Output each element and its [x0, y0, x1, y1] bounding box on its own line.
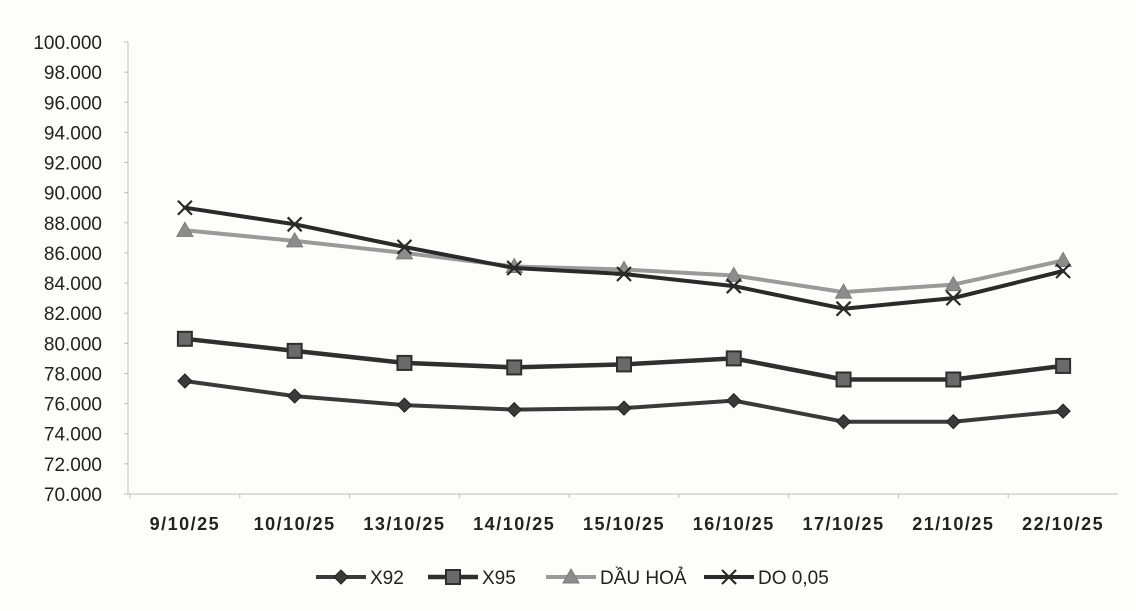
data-point: [944, 275, 963, 292]
x-tick-label: 13/10/25: [363, 514, 445, 534]
legend-label: X92: [370, 568, 404, 589]
data-point: [506, 401, 522, 418]
y-tick-label: 70.000: [44, 485, 102, 506]
data-point: [396, 354, 413, 371]
legend-label: X95: [482, 568, 516, 589]
legend-item: X95: [428, 568, 516, 589]
data-point: [616, 266, 632, 282]
y-tick-label: 86.000: [44, 244, 102, 265]
data-point: [616, 400, 632, 416]
series-square: [176, 330, 1072, 388]
y-tick-label: 74.000: [44, 425, 102, 446]
x-tick-label: 15/10/25: [583, 514, 665, 534]
data-point: [945, 371, 962, 388]
y-tick-label: 72.000: [44, 455, 102, 476]
data-point: [506, 359, 523, 376]
x-tick-label: 14/10/25: [473, 514, 555, 534]
data-point: [506, 260, 523, 276]
data-point: [835, 413, 852, 430]
x-tick-label: 9/10/25: [150, 514, 221, 534]
x-tick-label: 16/10/25: [693, 514, 775, 534]
legend-label: DO 0,05: [758, 568, 829, 589]
data-point: [286, 388, 303, 404]
data-point: [285, 231, 304, 248]
y-tick-label: 98.000: [44, 63, 102, 84]
y-tick-label: 90.000: [44, 184, 102, 205]
x-tick-label: 17/10/25: [803, 514, 885, 534]
data-point: [1055, 357, 1072, 374]
y-tick-label: 92.000: [44, 154, 102, 175]
series-x: [177, 199, 1071, 317]
data-point: [725, 278, 742, 294]
data-point: [945, 290, 962, 306]
legend-item: X92: [316, 568, 404, 589]
y-tick-label: 94.000: [44, 123, 102, 144]
legend-marker: [721, 569, 737, 585]
data-point: [176, 221, 194, 237]
x-tick-label: 10/10/25: [254, 514, 336, 534]
y-tick-label: 96.000: [44, 93, 102, 114]
y-tick-label: 82.000: [44, 304, 102, 325]
data-point: [1054, 251, 1072, 267]
data-point: [177, 199, 193, 216]
data-point: [616, 356, 632, 373]
data-point: [726, 392, 742, 409]
data-point: [286, 342, 303, 359]
data-point: [725, 350, 742, 367]
series-triangle: [176, 221, 1072, 299]
y-tick-label: 78.000: [44, 364, 102, 385]
legend-item: DẦU HOẢ: [546, 567, 687, 589]
data-point: [1055, 403, 1071, 419]
series-line: [182, 205, 1066, 311]
y-tick-label: 76.000: [44, 395, 102, 416]
data-point: [835, 300, 852, 317]
y-tick-label: 84.000: [44, 274, 102, 295]
y-tick-label: 80.000: [44, 334, 102, 355]
data-point: [834, 283, 853, 299]
y-tick-label: 100.000: [33, 33, 102, 54]
x-axis: 9/10/25 10/10/25 13/10/25 14/10/25 15/10/25 1…: [128, 493, 1118, 534]
data-point: [1055, 263, 1071, 279]
legend: X92 X95 DẦU HOẢ DO 0,05: [316, 567, 829, 589]
data-point: [835, 371, 852, 388]
data-point: [945, 413, 962, 430]
x-tick-label: 22/10/25: [1022, 514, 1104, 534]
data-point: [396, 397, 413, 413]
data-point: [724, 266, 743, 283]
series-group: [176, 199, 1072, 430]
data-point: [286, 216, 303, 233]
legend-label: DẦU HOẢ: [600, 567, 687, 589]
data-point: [396, 239, 413, 255]
legend-marker: [445, 569, 461, 585]
x-tick-label: 21/10/25: [912, 514, 994, 534]
legend-item: DO 0,05: [704, 568, 829, 589]
data-point: [176, 330, 193, 347]
y-axis: 70.000 72.000 74.000 76.000 78.000 80.000 82.0…: [33, 33, 129, 506]
data-point: [177, 373, 193, 389]
y-tick-label: 88.000: [44, 214, 102, 235]
legend-marker: [562, 567, 580, 584]
series-diamond: [177, 373, 1071, 430]
legend-marker: [333, 569, 349, 585]
